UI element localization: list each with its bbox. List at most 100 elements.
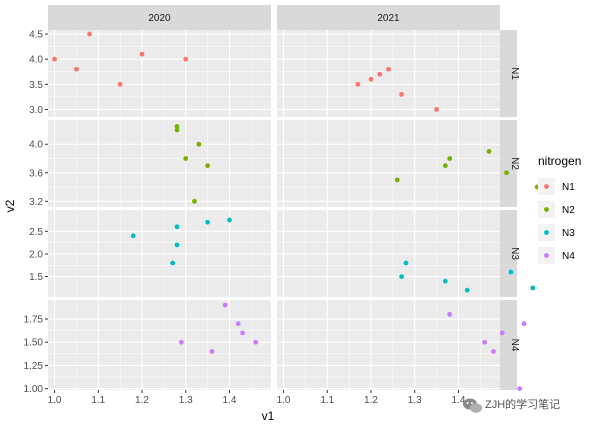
data-point-n1	[377, 72, 382, 77]
panel-background	[277, 120, 500, 207]
x-tick-label: 1.3	[408, 395, 422, 406]
data-point-n3	[465, 288, 470, 293]
panel-background	[277, 30, 500, 117]
data-point-n2	[175, 124, 180, 129]
data-point-n2	[447, 156, 452, 161]
legend-title: nitrogen	[538, 154, 581, 168]
legend-marker-n2	[544, 207, 549, 212]
column-strip-label: 2020	[148, 13, 171, 24]
data-point-n1	[52, 57, 57, 62]
data-point-n4	[517, 386, 522, 391]
data-point-n4	[240, 331, 245, 336]
x-axes: 1.0 1.1 1.2 1.3 1.4 1.0 1.1 1.2 1.3 1.4	[48, 390, 466, 406]
legend-label: N4	[562, 251, 575, 262]
data-point-n1	[87, 32, 92, 37]
y-tick-label: 3.5	[29, 80, 43, 91]
y-tick-label: 3.6	[29, 168, 43, 179]
data-point-n3	[175, 242, 180, 247]
data-point-n3	[131, 233, 136, 238]
facet-panels	[48, 30, 500, 390]
x-tick-label: 1.1	[320, 395, 334, 406]
y-axes: 3.0 3.5 4.0 4.5 3.2 3.6 4.0 1.5 2.0 2.5 1.00 1.25 1.…	[24, 30, 48, 396]
legend: nitrogen N1 N2 N3 N4	[538, 154, 581, 264]
row-strip-label: N3	[509, 247, 520, 260]
x-axis-title: v1	[262, 409, 275, 423]
data-point-n4	[223, 303, 228, 308]
data-point-n2	[205, 163, 210, 168]
column-strip-label: 2021	[377, 13, 400, 24]
x-tick-label: 1.2	[364, 395, 378, 406]
data-point-n4	[179, 340, 184, 345]
data-point-n3	[175, 224, 180, 229]
data-point-n1	[355, 82, 360, 87]
panel-background	[48, 30, 271, 117]
data-point-n3	[205, 220, 210, 225]
data-point-n2	[196, 142, 201, 147]
panel-background	[48, 300, 271, 390]
x-tick-label: 1.2	[135, 395, 149, 406]
data-point-n3	[530, 286, 535, 291]
row-strip-label: N1	[509, 67, 520, 80]
data-point-n4	[253, 340, 258, 345]
data-point-n3	[443, 279, 448, 284]
y-tick-label: 4.5	[29, 30, 43, 41]
y-axis-title: v2	[3, 199, 17, 212]
data-point-n3	[227, 218, 232, 223]
watermark: ZJH的学习笔记	[463, 397, 560, 413]
data-point-n1	[369, 77, 374, 82]
wechat-icon	[463, 399, 482, 413]
data-point-n4	[491, 349, 496, 354]
y-tick-label: 1.00	[24, 384, 44, 395]
data-point-n4	[522, 321, 527, 326]
data-point-n2	[183, 156, 188, 161]
data-point-n4	[447, 312, 452, 317]
data-point-n4	[236, 321, 241, 326]
row-strip-label: N4	[509, 339, 520, 352]
data-point-n1	[434, 107, 439, 112]
data-point-n3	[509, 270, 514, 275]
data-point-n1	[140, 52, 145, 57]
data-point-n2	[395, 178, 400, 183]
legend-label: N3	[562, 228, 575, 239]
x-tick-label: 1.1	[91, 395, 105, 406]
y-tick-label: 1.25	[24, 361, 44, 372]
y-tick-label: 2.5	[29, 227, 43, 238]
y-tick-label: 1.50	[24, 338, 44, 349]
data-point-n2	[443, 163, 448, 168]
legend-label: N1	[562, 182, 575, 193]
watermark-text: ZJH的学习笔记	[485, 397, 560, 411]
legend-marker-n4	[544, 253, 549, 258]
data-point-n2	[192, 199, 197, 204]
data-point-n1	[399, 92, 404, 97]
data-point-n1	[386, 67, 391, 72]
data-point-n3	[404, 261, 409, 266]
data-point-n1	[183, 57, 188, 62]
y-tick-label: 3.0	[29, 105, 43, 116]
y-tick-label: 4.0	[29, 140, 43, 151]
data-point-n1	[74, 67, 79, 72]
y-tick-label: 2.0	[29, 249, 43, 260]
x-tick-label: 1.3	[179, 395, 193, 406]
y-tick-label: 1.5	[29, 272, 43, 283]
x-tick-label: 1.0	[48, 395, 62, 406]
legend-marker-n1	[544, 184, 549, 189]
x-tick-label: 1.4	[223, 395, 237, 406]
legend-marker-n3	[544, 230, 549, 235]
x-tick-label: 1.0	[277, 395, 291, 406]
panel-background	[48, 120, 271, 207]
data-point-n4	[500, 331, 505, 336]
y-tick-label: 3.2	[29, 197, 43, 208]
data-point-n2	[504, 170, 509, 175]
data-point-n1	[118, 82, 123, 87]
panel-background	[277, 300, 500, 390]
legend-label: N2	[562, 205, 575, 216]
data-point-n4	[482, 340, 487, 345]
data-point-n3	[399, 274, 404, 279]
data-point-n3	[170, 261, 175, 266]
data-point-n2	[487, 149, 492, 154]
y-tick-label: 4.0	[29, 55, 43, 66]
row-strip-label: N2	[509, 157, 520, 170]
y-tick-label: 1.75	[24, 315, 44, 326]
data-point-n4	[210, 349, 215, 354]
